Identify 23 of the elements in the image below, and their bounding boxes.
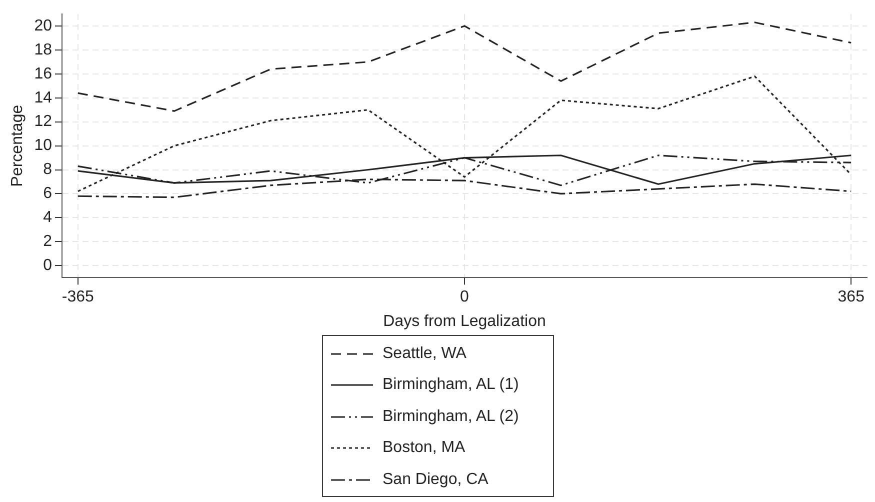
y-tick-label: 0 (43, 257, 52, 274)
legend-label: Seattle, WA (382, 344, 466, 363)
y-axis-title: Percentage (9, 104, 26, 187)
x-tick-label: 0 (460, 288, 470, 306)
legend-label: Birmingham, AL (2) (382, 408, 519, 426)
y-tick-label: 6 (43, 185, 52, 202)
line-series (77, 22, 852, 112)
y-tick-label: 20 (34, 17, 52, 34)
x-tick-label: -365 (62, 288, 94, 306)
y-tick-label: 14 (34, 89, 52, 106)
y-tick-label: 16 (34, 65, 52, 82)
y-tick-label: 2 (43, 233, 52, 250)
legend-label: Birmingham, AL (1) (382, 376, 519, 394)
legend-label: Boston, MA (382, 439, 466, 458)
x-axis-title: Days from Legalization (383, 312, 546, 330)
x-tick-label: 365 (838, 288, 865, 306)
y-tick-label: 12 (34, 113, 52, 130)
y-tick-label: 10 (34, 137, 52, 154)
y-tick-label: 4 (43, 209, 52, 226)
line-series (77, 76, 852, 192)
y-tick-label: 18 (34, 41, 52, 58)
y-tick-label: 8 (43, 161, 52, 178)
legend-label: San Diego, CA (382, 470, 488, 489)
